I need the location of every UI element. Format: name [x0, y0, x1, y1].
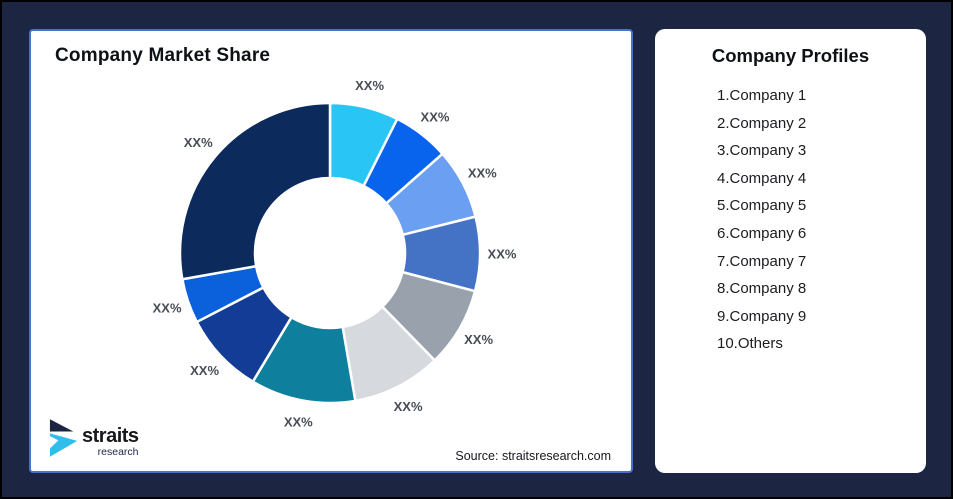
segment-label: XX% [153, 301, 182, 316]
logo-text: straits research [82, 426, 139, 458]
logo-text-research: research [97, 446, 139, 458]
profile-item: 6.Company 6 [717, 224, 807, 242]
segment-label: XX% [394, 399, 423, 414]
company-profiles-card: Company Profiles 1.Company 1 2.Company 2… [655, 29, 926, 473]
profile-item: 7.Company 7 [717, 252, 807, 270]
profile-item: 1.Company 1 [717, 87, 807, 104]
market-share-card: Company Market Share XX% XX% XX% XX% XX% XX% X… [29, 29, 633, 473]
segment-label: XX% [468, 166, 497, 181]
profiles-list: 1.Company 1 2.Company 2 3.Company 3 4.Co… [655, 82, 926, 358]
segment-label: XX% [421, 109, 450, 124]
profiles-title: Company Profiles [711, 45, 870, 66]
profile-item: 5.Company 5 [717, 197, 807, 215]
profile-item: 8.Company 8 [717, 280, 807, 298]
logo-text-straits: straits [82, 425, 139, 447]
donut-chart: XX% XX% XX% XX% XX% XX% XX% XX% XX% XX% [153, 78, 517, 430]
chart-title: Company Market Share [55, 45, 271, 66]
segment-label: XX% [190, 363, 219, 378]
source-text: Source: straitsresearch.com [455, 449, 611, 463]
segment-label: XX% [355, 78, 384, 93]
profile-item: 2.Company 2 [717, 114, 807, 132]
profile-item: 4.Company 4 [717, 169, 807, 187]
profile-item: 9.Company 9 [717, 307, 807, 325]
straits-research-logo: straits research [49, 417, 139, 459]
segment-label: XX% [464, 332, 493, 347]
segment-label: XX% [284, 415, 313, 430]
profile-item: 3.Company 3 [717, 142, 807, 160]
segment-label: XX% [184, 135, 213, 150]
profile-item: 10.Others [717, 335, 783, 353]
logo-arrow-icon [49, 419, 78, 457]
segment-label: XX% [488, 247, 517, 262]
donut-segment [178, 101, 332, 281]
